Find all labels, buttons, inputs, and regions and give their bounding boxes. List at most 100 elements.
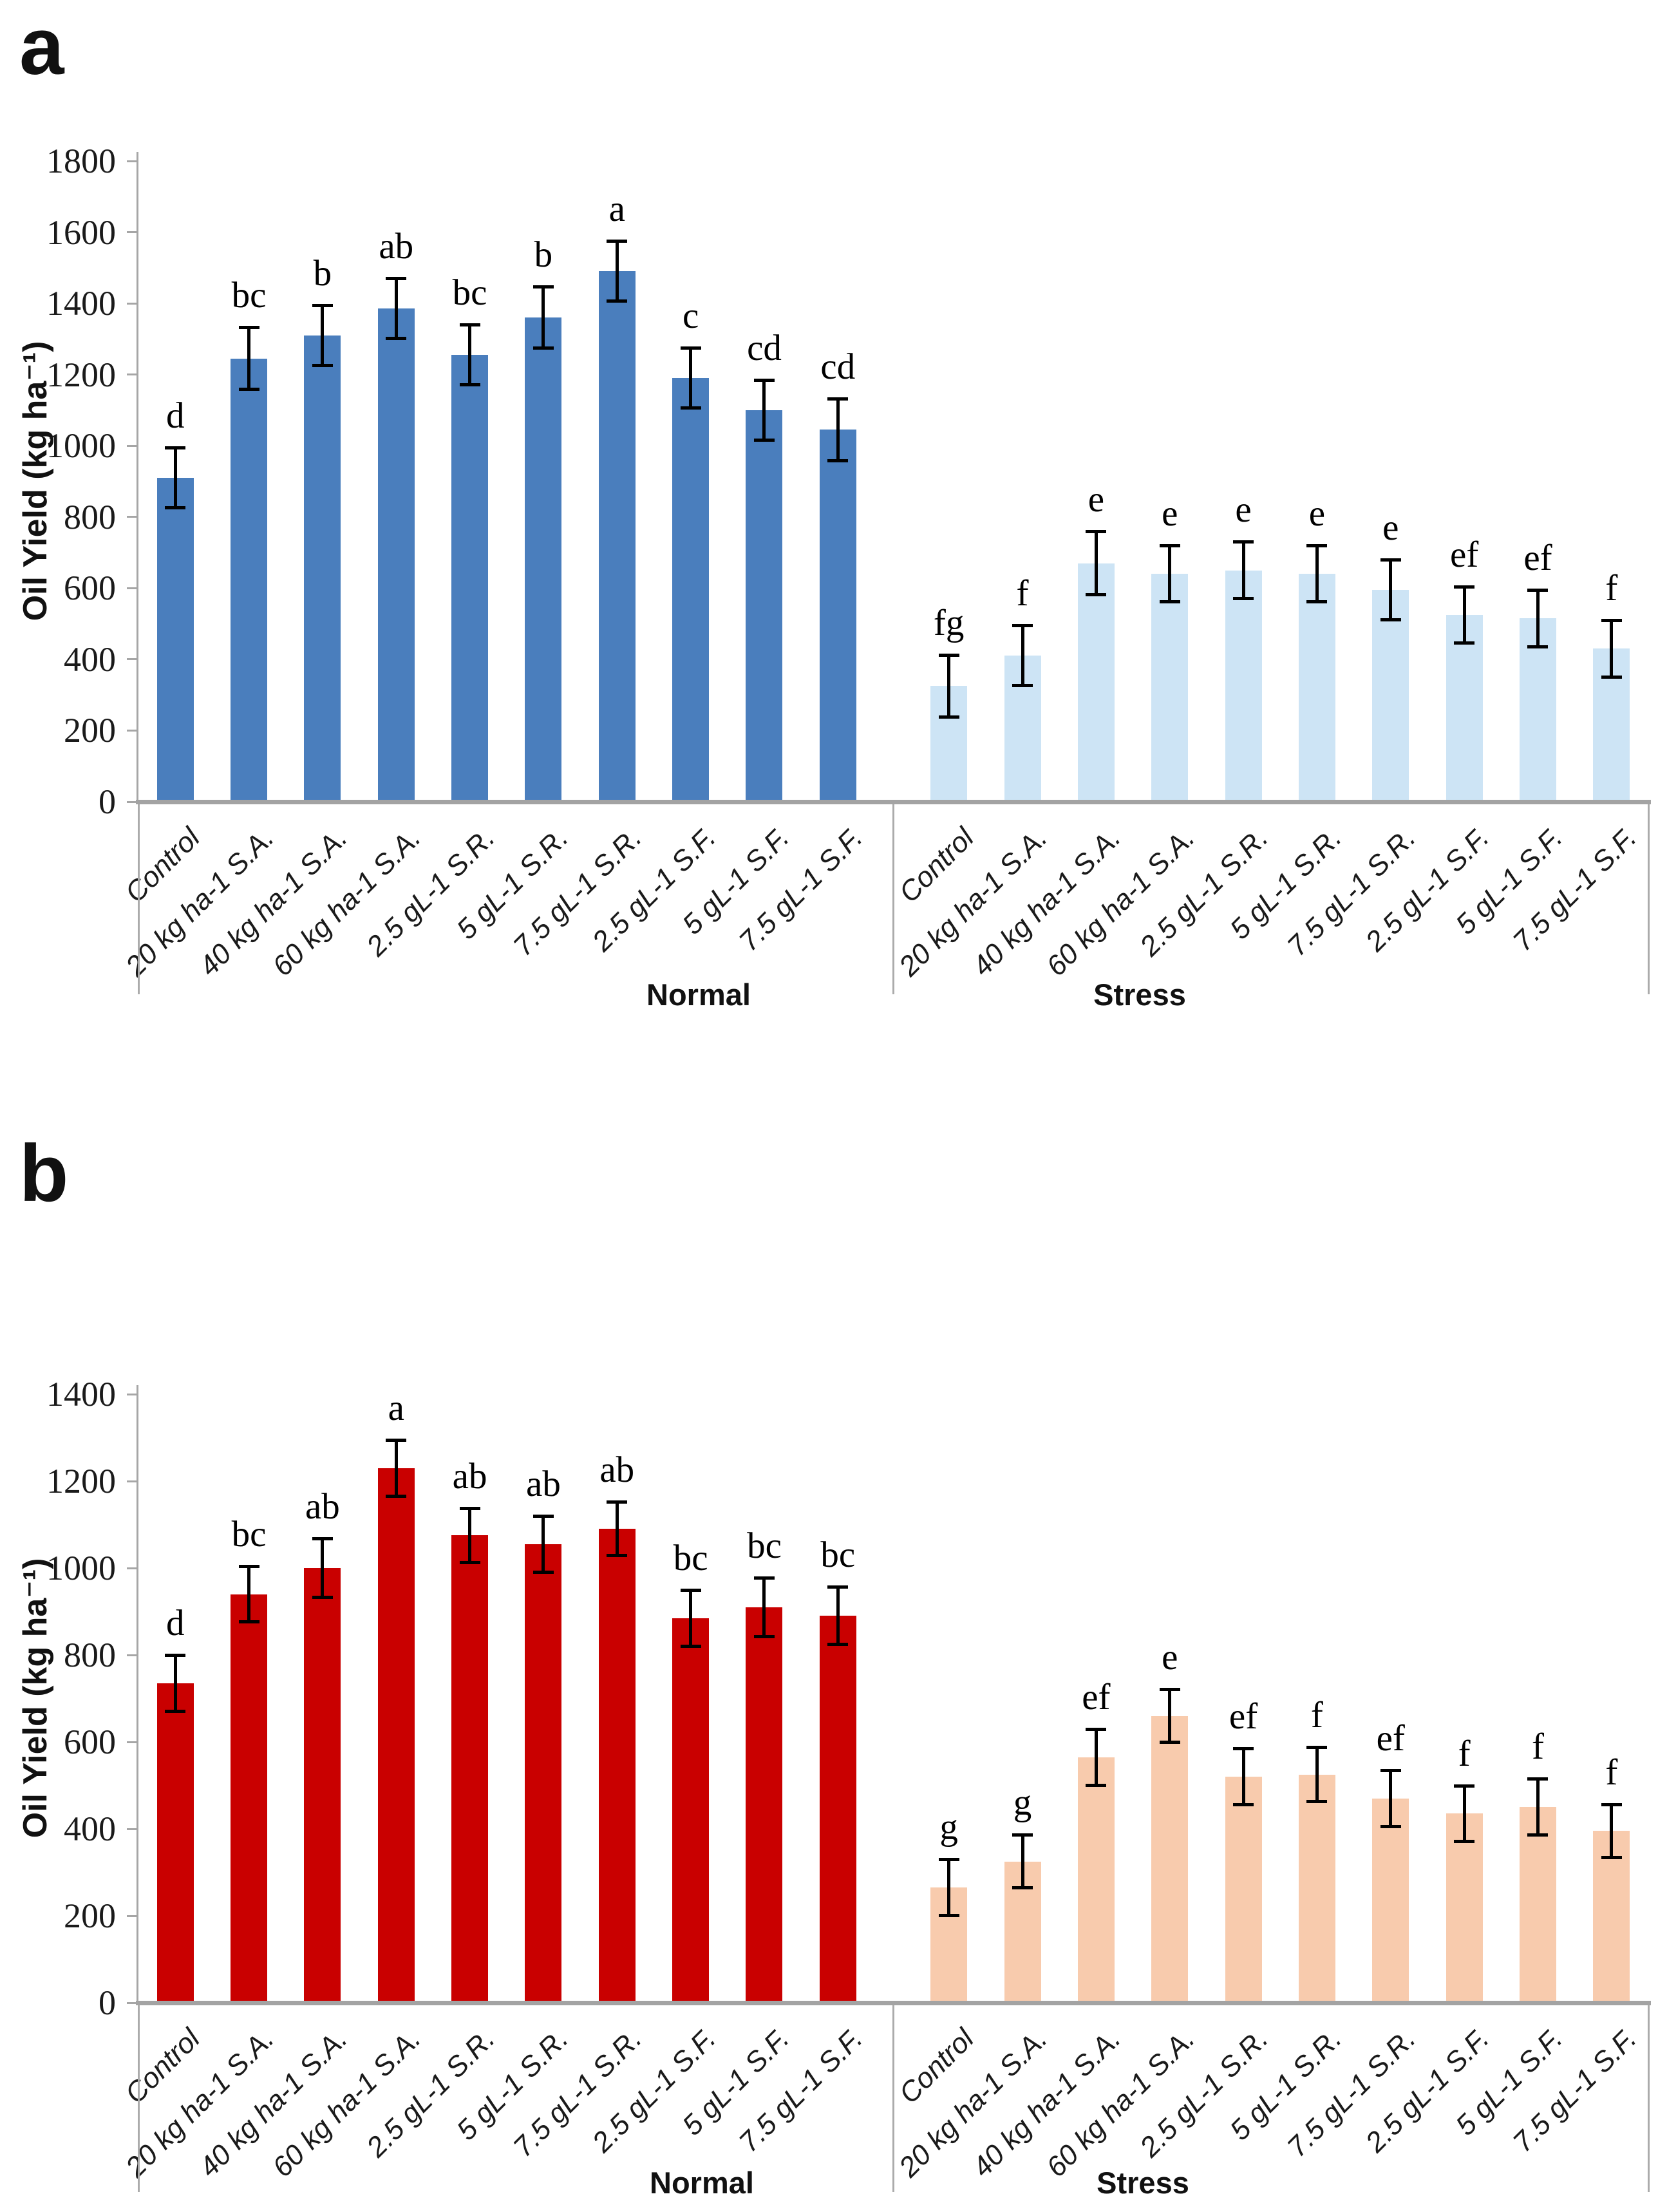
y-tick-label: 0 (99, 1983, 116, 2022)
bar-stress-7 (1446, 1813, 1483, 2003)
error-bar (615, 1502, 619, 1556)
bar-normal-2 (304, 335, 341, 802)
error-bar-cap-bottom (532, 1570, 554, 1574)
error-bar (542, 287, 545, 349)
significance-letter: f (1016, 573, 1029, 614)
error-bar-cap-bottom (1380, 618, 1401, 622)
error-bar-cap-top (238, 326, 259, 330)
error-bar (468, 325, 472, 386)
significance-letter: ef (1376, 1717, 1405, 1759)
error-bar-cap-bottom (607, 1554, 628, 1558)
error-bar-cap-top (238, 1564, 259, 1568)
significance-letter: e (1162, 493, 1178, 534)
significance-letter: e (1235, 489, 1252, 531)
y-tick-label: 1000 (46, 426, 116, 466)
group-label-stress: Stress (1093, 978, 1186, 1012)
error-bar-cap-bottom (1012, 684, 1033, 688)
error-bar-cap-bottom (680, 406, 701, 410)
bar-normal-9 (819, 430, 856, 802)
error-bar-cap-top (753, 378, 775, 382)
error-bar (1610, 1804, 1614, 1858)
bar-normal-8 (746, 1607, 783, 2003)
error-bar-cap-top (827, 397, 849, 401)
error-bar-cap-bottom (1233, 1802, 1254, 1806)
significance-letter: g (1013, 1782, 1032, 1823)
error-bar-cap-top (1159, 1687, 1180, 1691)
error-bar-cap-top (532, 285, 554, 289)
error-bar-cap-top (938, 1858, 959, 1862)
bar-normal-5 (525, 317, 562, 802)
error-bar-cap-bottom (680, 1644, 701, 1648)
error-bar (1315, 1747, 1319, 1802)
significance-letter: ef (1229, 1696, 1258, 1737)
error-bar-cap-top (1159, 544, 1180, 547)
significance-letter: f (1310, 1695, 1323, 1736)
axis-group-separator (137, 804, 140, 994)
bar-stress-8 (1519, 1807, 1556, 2003)
error-bar-cap-top (459, 1506, 480, 1510)
bar-stress-8 (1519, 618, 1556, 802)
error-bar-cap-bottom (238, 1620, 259, 1624)
bar-normal-6 (598, 1529, 636, 2003)
error-bar-cap-bottom (459, 1560, 480, 1564)
error-bar (173, 1655, 177, 1712)
bar-normal-6 (598, 271, 636, 802)
error-bar (1389, 1770, 1393, 1827)
significance-letter: e (1382, 507, 1399, 549)
error-bar-cap-top (1012, 624, 1033, 628)
y-tick (127, 1654, 137, 1656)
bar-stress-9 (1593, 1831, 1630, 2003)
error-bar (468, 1508, 472, 1563)
axis-group-separator (892, 804, 894, 994)
error-bar-cap-top (1454, 585, 1475, 589)
significance-letter: bc (231, 275, 267, 316)
error-bar-cap-top (312, 1537, 333, 1541)
error-bar (1462, 1785, 1466, 1842)
significance-letter: d (165, 1603, 185, 1643)
y-tick (127, 1828, 137, 1830)
error-bar-cap-top (827, 1585, 849, 1589)
significance-letter: b (313, 252, 332, 294)
y-tick-label: 1400 (46, 1375, 116, 1413)
bar-normal-4 (451, 1535, 489, 2003)
error-bar-cap-top (1380, 558, 1401, 562)
significance-letter: e (1088, 478, 1105, 520)
y-tick (127, 516, 137, 518)
error-bar-cap-top (1601, 619, 1622, 623)
significance-letter: ef (1082, 1676, 1111, 1717)
panel-a: a Oil Yield (kg ha⁻¹) 0 200 400 600 800 1000 1… (0, 0, 1658, 1104)
error-bar (1021, 625, 1024, 686)
y-tick (127, 658, 137, 661)
panel-b-y-axis-title: Oil Yield (kg ha⁻¹) (17, 1558, 54, 1839)
error-bar (1389, 560, 1393, 621)
bar-normal-5 (525, 1544, 562, 2003)
y-tick (127, 1393, 137, 1395)
error-bar-cap-top (532, 1515, 554, 1518)
significance-letter: f (1605, 568, 1618, 609)
significance-letter: f (1531, 1726, 1544, 1768)
bar-normal-1 (231, 1594, 268, 2003)
panel-b: b Oil Yield (kg ha⁻¹) 0 200 400 600 800 1000 1… (0, 1104, 1658, 2212)
bar-stress-2 (1077, 1757, 1115, 2003)
group-label-normal: Normal (646, 978, 751, 1012)
error-bar-cap-top (607, 240, 628, 243)
y-tick (127, 302, 137, 305)
error-bar-cap-top (680, 1588, 701, 1592)
axis-group-separator (1647, 804, 1650, 994)
error-bar (689, 1589, 693, 1647)
error-bar (1241, 1748, 1245, 1805)
significance-letter: ef (1523, 538, 1552, 579)
significance-letter: g (939, 1807, 958, 1848)
error-bar-cap-bottom (165, 1709, 186, 1713)
y-tick-label: 1200 (46, 1462, 116, 1500)
error-bar-cap-bottom (1159, 600, 1180, 604)
error-bar (947, 654, 951, 717)
error-bar-cap-top (1380, 1768, 1401, 1772)
error-bar-cap-bottom (532, 346, 554, 350)
error-bar-cap-top (607, 1500, 628, 1504)
panel-b-letter: b (19, 1129, 69, 1218)
bar-stress-5 (1298, 1774, 1335, 2003)
error-bar (1610, 620, 1614, 677)
bar-normal-3 (377, 1468, 415, 2003)
y-tick (127, 2001, 137, 2004)
